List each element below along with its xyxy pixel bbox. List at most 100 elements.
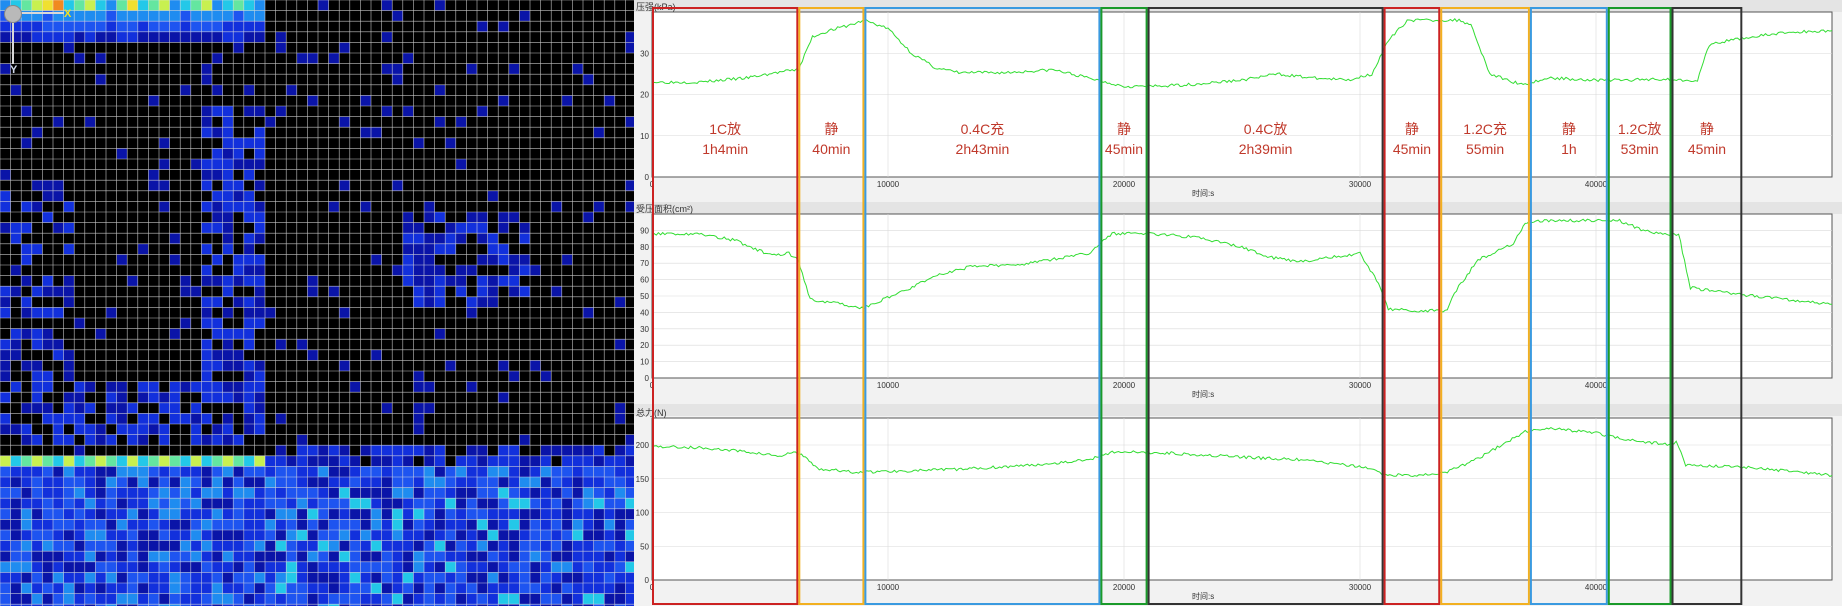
heatmap-cell xyxy=(169,604,181,606)
heatmap-cell xyxy=(42,604,53,606)
heatmap-cell xyxy=(318,445,329,456)
heatmap-cell xyxy=(413,233,424,244)
heatmap-cell xyxy=(455,561,467,573)
heatmap-cell xyxy=(371,466,382,477)
heatmap-cell xyxy=(445,360,456,371)
heatmap-cell xyxy=(169,561,181,573)
heatmap-cell xyxy=(63,21,75,32)
heatmap-cell xyxy=(222,21,234,32)
heatmap-cell xyxy=(339,561,350,573)
heatmap-cell xyxy=(561,466,573,477)
heatmap-cell xyxy=(498,275,509,287)
heatmap-cell xyxy=(318,477,329,488)
heatmap-cell xyxy=(222,286,234,297)
heatmap-cell xyxy=(212,31,223,43)
heatmap-cell xyxy=(222,572,234,583)
heatmap-cell xyxy=(190,402,202,414)
phase-box xyxy=(798,7,865,605)
heatmap-cell xyxy=(84,561,96,573)
heatmap-cell xyxy=(508,530,520,541)
heatmap-cell xyxy=(95,328,106,340)
heatmap-cell xyxy=(233,381,244,393)
heatmap-cell xyxy=(63,360,75,371)
heatmap-cell xyxy=(625,180,634,191)
heatmap-cell xyxy=(466,296,477,308)
heatmap-cell xyxy=(212,349,223,361)
heatmap-cell xyxy=(275,498,287,509)
heatmap-cell xyxy=(222,148,234,159)
phase-label-duration: 1h xyxy=(1561,141,1577,157)
heatmap-cell xyxy=(434,530,446,541)
heatmap-cell xyxy=(201,201,212,212)
heatmap-cell xyxy=(21,296,32,308)
heatmap-cell xyxy=(127,593,138,605)
heatmap-cell xyxy=(413,498,424,509)
heatmap-cell xyxy=(212,498,223,509)
heatmap-cell xyxy=(148,477,159,488)
y-axis-indicator xyxy=(12,12,14,64)
heatmap-cell xyxy=(583,466,594,477)
heatmap-cell xyxy=(593,201,605,212)
heatmap-cell xyxy=(487,254,499,265)
heatmap-cell xyxy=(53,477,64,488)
y-tick-label: 0 xyxy=(645,576,650,585)
heatmap-cell xyxy=(604,530,615,541)
x-tick-label: 20000 xyxy=(1113,381,1136,390)
heatmap-cell xyxy=(530,593,541,605)
heatmap-cell xyxy=(328,583,340,594)
heatmap-cell xyxy=(159,551,170,562)
heatmap-cell xyxy=(53,434,64,446)
heatmap-cell xyxy=(21,402,32,414)
heatmap-cell xyxy=(190,413,202,424)
heatmap-cell xyxy=(286,466,297,477)
heatmap-cell xyxy=(169,381,181,393)
heatmap-cell xyxy=(434,498,446,509)
heatmap-cell xyxy=(498,392,509,403)
heatmap-cell xyxy=(307,530,318,541)
heatmap-cell xyxy=(222,349,234,361)
heatmap-cell xyxy=(63,349,75,361)
heatmap-cell xyxy=(413,477,424,488)
heatmap-cell xyxy=(180,413,191,424)
heatmap-cell xyxy=(222,392,234,403)
heatmap-cell xyxy=(477,604,488,606)
heatmap-cell xyxy=(106,561,117,573)
heatmap-cell xyxy=(402,477,414,488)
heatmap-cell xyxy=(286,84,297,96)
origin-handle[interactable] xyxy=(4,5,22,23)
heatmap-cell xyxy=(222,424,234,435)
heatmap-cell xyxy=(106,604,117,606)
heatmap-cell xyxy=(508,593,520,605)
heatmap-cell xyxy=(487,466,499,477)
heatmap-cell xyxy=(10,339,22,350)
heatmap-cell xyxy=(42,593,53,605)
heatmap-cell xyxy=(275,466,287,477)
heatmap-cell xyxy=(233,296,244,308)
phase-box xyxy=(1671,7,1743,605)
heatmap-cell xyxy=(254,572,265,583)
heatmap-cell xyxy=(402,519,414,530)
heatmap-cell xyxy=(116,455,128,467)
heatmap-cell xyxy=(583,583,594,594)
heatmap-cell xyxy=(0,296,11,308)
heatmap-cell xyxy=(148,21,159,32)
heatmap-cell xyxy=(614,466,626,477)
heatmap-cell xyxy=(243,169,255,181)
heatmap-cell xyxy=(593,487,605,499)
heatmap-cell xyxy=(159,477,170,488)
heatmap-cell xyxy=(572,540,583,552)
heatmap-cell xyxy=(328,572,340,583)
heatmap-cell xyxy=(212,318,223,329)
heatmap-cell xyxy=(243,307,255,318)
heatmap-cell xyxy=(0,540,11,552)
heatmap-cell xyxy=(201,74,212,85)
heatmap-cell xyxy=(222,116,234,128)
heatmap-cell xyxy=(540,604,552,606)
heatmap-cell xyxy=(360,95,371,106)
x-tick-label: 40000 xyxy=(1585,180,1608,189)
heatmap-cell xyxy=(53,604,64,606)
heatmap-cell xyxy=(328,551,340,562)
heatmap-cell xyxy=(402,466,414,477)
heatmap-cell xyxy=(95,53,106,64)
heatmap-cell xyxy=(127,508,138,520)
